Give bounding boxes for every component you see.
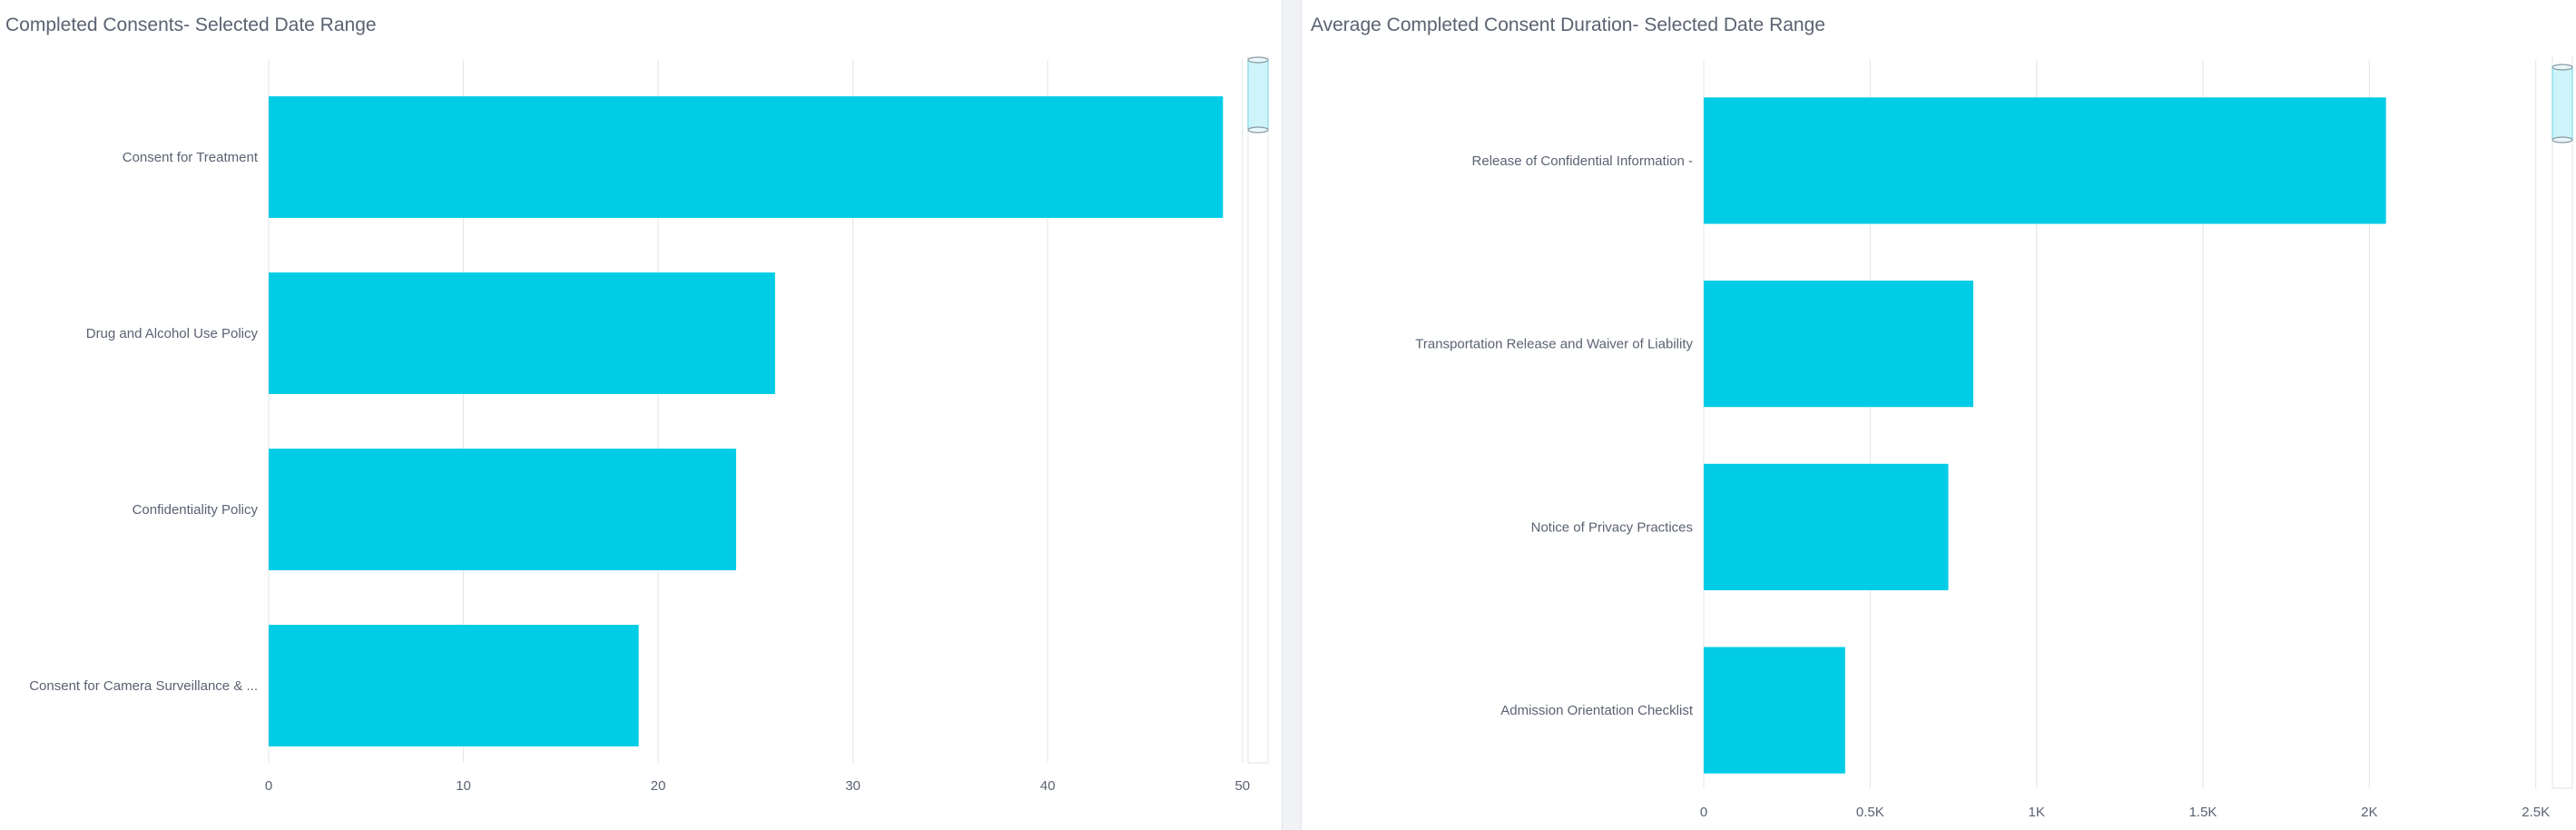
x-tick-label: 50	[1234, 778, 1250, 794]
bar[interactable]	[1704, 647, 1845, 774]
x-tick-label: 10	[456, 778, 471, 794]
x-tick-label: 1K	[2028, 805, 2044, 820]
category-label: Consent for Camera Surveillance & ...	[29, 678, 258, 694]
x-tick-label: 30	[845, 778, 860, 794]
bar[interactable]	[1704, 97, 2386, 224]
panel-divider[interactable]	[1282, 0, 1302, 830]
bar[interactable]	[1704, 463, 1949, 590]
bar[interactable]	[269, 96, 1224, 218]
completed-consents-chart[interactable]: Consent for Treatment Drug and Alcohol Us…	[0, 0, 1282, 830]
category-label: Confidentiality Policy	[133, 502, 259, 518]
category-label: Release of Confidential Information -	[1472, 153, 1693, 169]
average-duration-chart[interactable]: Release of Confidential Information - Tra…	[1302, 0, 2576, 830]
scrollbar-thumb[interactable]	[2551, 66, 2573, 141]
x-tick-label: 2.5K	[2522, 805, 2550, 820]
x-tick-label: 40	[1040, 778, 1056, 794]
category-label: Consent for Treatment	[123, 150, 259, 165]
panel-title: Average Completed Consent Duration- Sele…	[1311, 15, 1825, 35]
x-tick-label: 1.5K	[2189, 805, 2217, 820]
bar[interactable]	[269, 449, 736, 570]
category-label: Drug and Alcohol Use Policy	[86, 326, 259, 341]
scrollbar-handle-bottom[interactable]	[2551, 136, 2573, 143]
bar[interactable]	[269, 625, 639, 746]
x-tick-label: 0	[1700, 805, 1707, 820]
bar[interactable]	[1704, 281, 1973, 408]
panel-title: Completed Consents- Selected Date Range	[5, 15, 377, 35]
category-label: Notice of Privacy Practices	[1531, 519, 1693, 535]
average-duration-panel: Average Completed Consent Duration- Sele…	[1302, 0, 2576, 830]
completed-consents-panel: Completed Consents- Selected Date Range …	[0, 0, 1282, 830]
x-tick-label: 0	[265, 778, 272, 794]
category-label: Transportation Release and Waiver of Lia…	[1415, 337, 1693, 352]
scrollbar-thumb[interactable]	[1247, 59, 1269, 131]
scrollbar-handle-bottom[interactable]	[1247, 126, 1269, 133]
x-tick-label: 2K	[2361, 805, 2377, 820]
scrollbar-handle-top[interactable]	[2551, 64, 2573, 71]
x-tick-label: 0.5K	[1856, 805, 1884, 820]
category-label: Admission Orientation Checklist	[1500, 703, 1694, 718]
bar[interactable]	[269, 272, 775, 394]
x-tick-label: 20	[651, 778, 666, 794]
scrollbar-handle-top[interactable]	[1247, 56, 1269, 64]
